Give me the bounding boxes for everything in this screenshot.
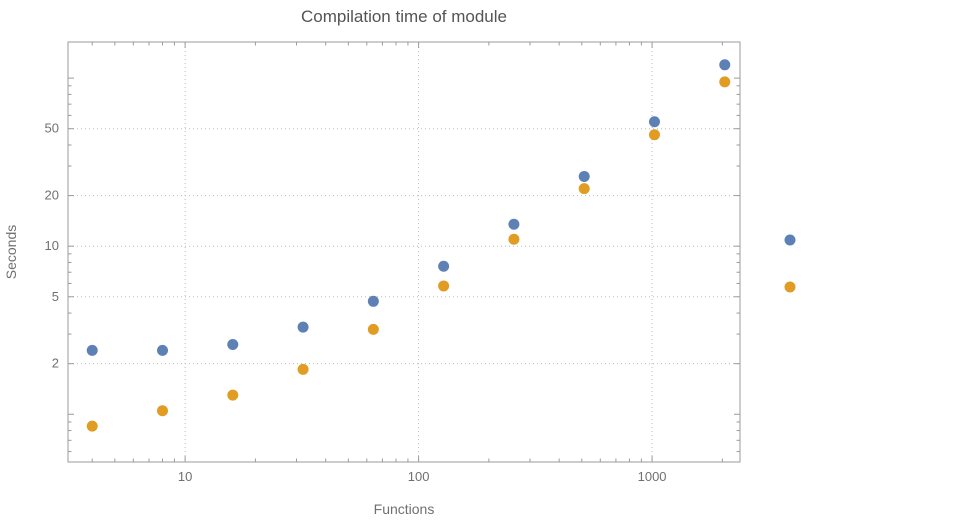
data-point-orange <box>157 405 169 417</box>
chart-generated-layer: 10 100 1000 2 5 10 20 50 <box>45 41 796 484</box>
x-tick-label: 1000 <box>638 469 667 484</box>
data-point-blue <box>86 344 98 356</box>
data-point-blue <box>438 260 450 272</box>
y-tick-label: 50 <box>45 121 59 136</box>
y-tick-label: 10 <box>45 238 59 253</box>
data-point-orange <box>508 233 520 245</box>
y-tick-label: 5 <box>52 289 59 304</box>
legend-marker-orange <box>784 281 796 293</box>
data-point-blue <box>227 339 239 351</box>
legend-marker-blue <box>784 234 796 246</box>
y-tick-label: 2 <box>52 356 59 371</box>
data-point-blue <box>367 295 379 307</box>
data-point-blue <box>157 344 169 356</box>
data-point-orange <box>86 420 98 432</box>
data-point-orange <box>719 76 731 88</box>
x-axis-label: Functions <box>374 501 435 517</box>
y-tick-label: 20 <box>45 188 59 203</box>
data-point-orange <box>438 280 450 292</box>
data-point-blue <box>578 170 590 182</box>
data-point-blue <box>648 116 660 128</box>
chart-title: Compilation time of module <box>301 7 507 26</box>
x-tick-label: 10 <box>178 469 192 484</box>
x-tick-label: 100 <box>408 469 430 484</box>
data-point-orange <box>297 363 309 375</box>
data-point-blue <box>508 218 520 230</box>
data-point-orange <box>578 183 590 195</box>
data-point-blue <box>297 321 309 333</box>
data-point-blue <box>719 59 731 71</box>
data-point-orange <box>367 323 379 335</box>
y-axis-label: Seconds <box>3 225 19 279</box>
plot-frame <box>67 41 741 463</box>
data-point-orange <box>648 129 660 141</box>
data-point-orange <box>227 389 239 401</box>
